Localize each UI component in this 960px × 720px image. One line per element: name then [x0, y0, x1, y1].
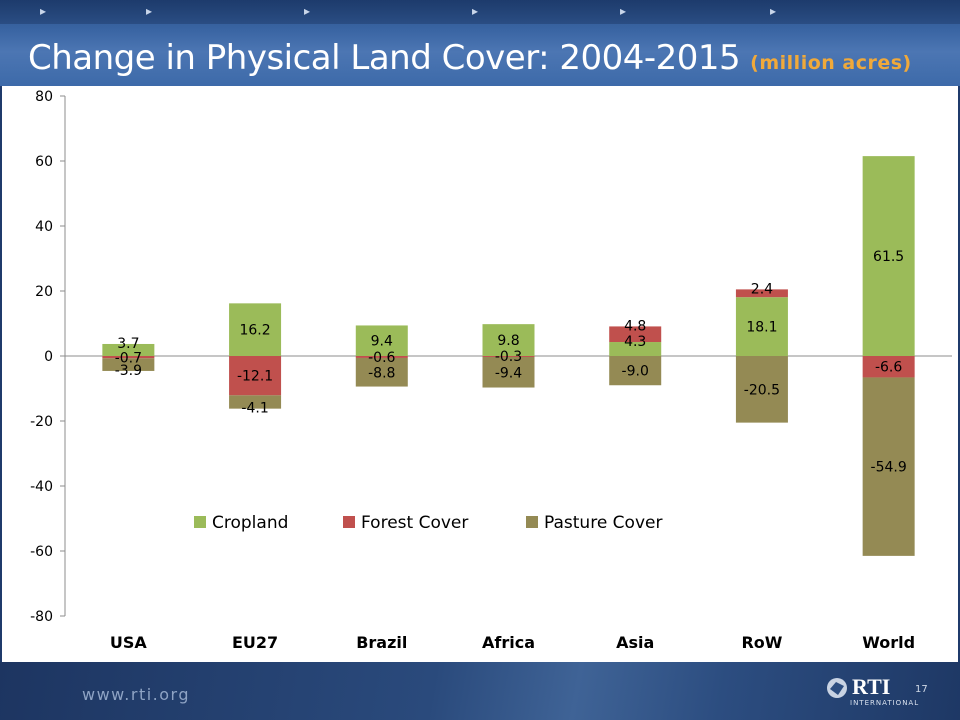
title-text: Change in Physical Land Cover: 2004-2015 — [28, 38, 741, 78]
data-label: -9.4 — [495, 365, 522, 381]
y-tick-label: -80 — [30, 609, 53, 625]
bar-pasture-cover — [482, 356, 535, 388]
y-tick-label: -60 — [30, 544, 53, 560]
rti-logo-icon — [827, 678, 847, 698]
chevron-right-icon: ▸ — [304, 4, 311, 18]
bar-pasture-cover — [229, 395, 282, 409]
chevron-right-icon: ▸ — [40, 4, 47, 18]
bar-forest-cover — [229, 356, 282, 396]
data-label: 9.4 — [371, 334, 393, 350]
logo-text: RTI — [852, 674, 891, 699]
slide-header: ▸ ▸ ▸ ▸ ▸ ▸ Change in Physical Land Cove… — [0, 0, 960, 86]
data-label: 61.5 — [873, 249, 904, 265]
legend-label: Forest Cover — [361, 513, 468, 533]
bar-forest-cover — [102, 356, 155, 359]
slide-title: Change in Physical Land Cover: 2004-2015… — [28, 38, 912, 78]
bar-pasture-cover — [102, 358, 155, 371]
data-label: 4.3 — [624, 334, 646, 350]
data-label: -3.9 — [115, 363, 142, 379]
data-label: -0.3 — [495, 349, 522, 365]
chevron-right-icon: ▸ — [472, 4, 479, 18]
footer-url: www.rti.org — [82, 685, 190, 704]
x-category-label: World — [862, 633, 915, 652]
x-category-label: Asia — [616, 633, 654, 652]
y-tick-label: 0 — [44, 349, 53, 365]
bar-forest-cover — [862, 356, 915, 378]
data-label: -9.0 — [622, 364, 649, 380]
x-category-label: USA — [110, 633, 148, 652]
data-label: 4.8 — [624, 318, 646, 334]
top-decorative-bar: ▸ ▸ ▸ ▸ ▸ ▸ — [0, 0, 960, 24]
logo-subtext: INTERNATIONAL — [850, 699, 920, 707]
chart-area: -80 -60 -40 -20 0 20 40 60 80 USA EU27 Brazil Africa… — [2, 86, 958, 662]
legend-label: Cropland — [212, 513, 288, 533]
title-units: (million acres) — [750, 52, 912, 74]
data-label: -12.1 — [237, 369, 273, 385]
data-label: 16.2 — [239, 323, 270, 339]
data-label: -20.5 — [744, 382, 780, 398]
x-category-label: EU27 — [232, 633, 278, 652]
y-tick-label: -40 — [30, 479, 53, 495]
page-number: 17 — [915, 684, 928, 695]
data-label: 2.4 — [751, 281, 773, 297]
x-category-label: Brazil — [356, 633, 407, 652]
bar-pasture-cover — [609, 356, 662, 386]
bar-pasture-cover — [355, 357, 408, 387]
y-tick-label: 40 — [35, 219, 53, 235]
data-label: -4.1 — [241, 401, 268, 417]
bar-pasture-cover — [862, 377, 915, 556]
data-label: 18.1 — [746, 320, 777, 336]
data-label: 9.8 — [497, 333, 519, 349]
legend-swatch — [343, 516, 355, 528]
bar-cropland — [862, 156, 915, 356]
y-tick-label: 80 — [35, 89, 53, 105]
data-label: -8.8 — [368, 365, 395, 381]
x-category-label: Africa — [482, 633, 535, 652]
data-label: 3.7 — [117, 336, 139, 352]
x-category-label: RoW — [741, 633, 782, 652]
data-label: -54.9 — [871, 460, 907, 476]
data-label: -6.6 — [875, 360, 902, 376]
y-tick-label: 20 — [35, 284, 53, 300]
bar-forest-cover — [355, 356, 408, 358]
bar-cropland — [229, 303, 282, 356]
data-label: -0.7 — [115, 350, 142, 366]
bar-cropland — [355, 325, 408, 356]
data-label: -0.6 — [368, 350, 395, 366]
chevron-right-icon: ▸ — [770, 4, 777, 18]
bar-pasture-cover — [735, 356, 788, 423]
stacked-bar-chart: -80 -60 -40 -20 0 20 40 60 80 USA EU27 Brazil Africa… — [30, 89, 952, 652]
chevron-right-icon: ▸ — [620, 4, 627, 18]
bar-cropland — [609, 342, 662, 356]
y-tick-label: 60 — [35, 154, 53, 170]
bar-cropland — [102, 343, 155, 356]
bar-forest-cover — [735, 289, 788, 298]
bar-cropland — [735, 297, 788, 356]
y-tick-label: -20 — [30, 414, 53, 430]
legend-swatch — [194, 516, 206, 528]
legend-swatch — [526, 516, 538, 528]
chevron-right-icon: ▸ — [146, 4, 153, 18]
bar-forest-cover — [482, 356, 535, 357]
bar-cropland — [482, 324, 535, 356]
bar-forest-cover — [609, 326, 662, 343]
legend-label: Pasture Cover — [544, 513, 662, 533]
slide-footer — [0, 662, 960, 720]
rti-logo: RTI INTERNATIONAL — [826, 674, 918, 714]
